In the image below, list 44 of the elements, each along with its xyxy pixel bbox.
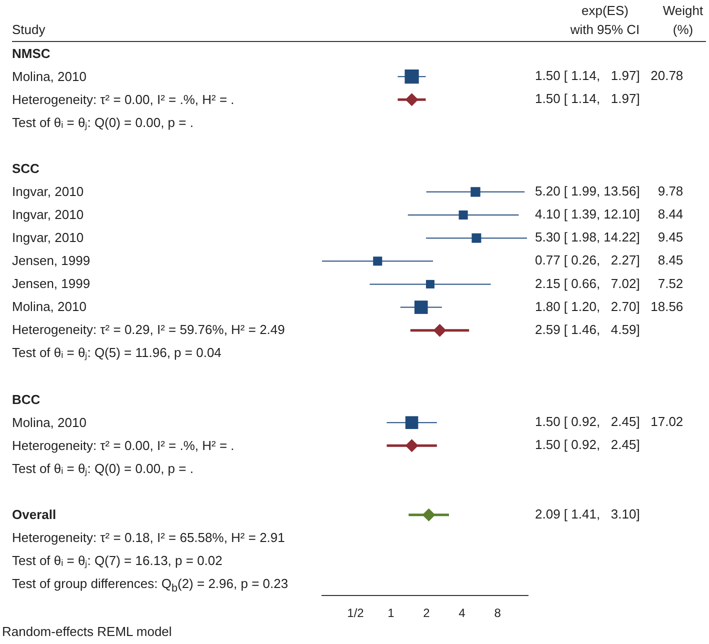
x-tick-label: 4 — [458, 606, 466, 620]
y-tick-label: NMSC — [12, 46, 50, 62]
x-tick-label: 1 — [388, 606, 395, 620]
y-tick-label: BCC — [12, 392, 40, 408]
y-tick-label: Heterogeneity: τ² = 0.29, I² = 59.76%, H² = 2.49 — [12, 322, 285, 338]
y-tick-label: Test of group differences: Q$_{b}$(2) = 2.96, p = 0.23 — [12, 576, 288, 597]
data-label: 5.20 [ 1.99, 13.56] 9.78 — [535, 184, 684, 199]
y-tick-label: Test of θᵢ = θⱼ: Q(5) = 11.96, p = 0.04 — [12, 345, 222, 362]
data-label: 0.77 [ 0.26, 2.27] 8.45 — [535, 252, 684, 268]
text: with 95% CI — [570, 22, 640, 38]
data-label: 1.80 [ 1.20, 2.70] 18.56 — [535, 298, 684, 314]
y-axis-title: Study — [12, 22, 46, 38]
data-label: 1.50 [ 0.92, 2.45] 17.02 — [535, 414, 684, 430]
y-tick-label: Heterogeneity: τ² = 0.00, I² = .%, H² = . — [12, 438, 234, 454]
text: exp(ES) — [582, 3, 628, 19]
y-tick-label: Jensen, 1999 — [12, 276, 90, 292]
text: Random-effects REML model — [2, 624, 172, 640]
text: Weight — [662, 3, 704, 19]
data-label: 1.50 [ 0.92, 2.45] — [535, 437, 640, 452]
y-tick-label: Ingvar, 2010 — [12, 230, 84, 246]
y-tick-label: Heterogeneity: τ² = 0.18, I² = 65.58%, H² = 2.91 — [12, 530, 285, 546]
x-tick-label: 1/2 — [347, 606, 364, 620]
data-label: 2.09 [ 1.41, 3.10] — [535, 506, 640, 522]
x-tick-label: 8 — [494, 606, 502, 620]
y-tick-label: Molina, 2010 — [12, 68, 86, 85]
text: (%) — [672, 22, 694, 38]
data-label: 1.50 [ 1.14, 1.97] 20.78 — [535, 68, 684, 84]
y-tick-label: Molina, 2010 — [12, 299, 86, 316]
y-tick-label: Molina, 2010 — [12, 414, 86, 431]
y-tick-label: Overall — [12, 506, 56, 523]
y-tick-label: Test of θᵢ = θⱼ: Q(7) = 16.13, p = 0.02 — [12, 553, 222, 569]
x-tick-label: 2 — [423, 606, 430, 620]
data-label: 1.50 [ 1.14, 1.97] — [535, 91, 640, 106]
y-tick-label: Ingvar, 2010 — [12, 207, 84, 223]
y-tick-label: Heterogeneity: τ² = 0.00, I² = .%, H² = . — [12, 92, 234, 108]
y-tick-label: Test of θᵢ = θⱼ: Q(0) = 0.00, p = . — [12, 114, 194, 131]
y-tick-label: Ingvar, 2010 — [12, 184, 84, 200]
data-label: 4.10 [ 1.39, 12.10] 8.44 — [535, 206, 684, 222]
y-tick-label: SCC — [12, 160, 40, 177]
data-label: 5.30 [ 1.98, 14.22] 9.45 — [535, 230, 684, 245]
y-tick-label: Test of θᵢ = θⱼ: Q(0) = 0.00, p = . — [12, 460, 194, 477]
data-label: 2.59 [ 1.46, 4.59] — [535, 322, 640, 337]
data-label: 2.15 [ 0.66, 7.02] 7.52 — [535, 276, 684, 291]
y-tick-label: Jensen, 1999 — [12, 253, 90, 270]
